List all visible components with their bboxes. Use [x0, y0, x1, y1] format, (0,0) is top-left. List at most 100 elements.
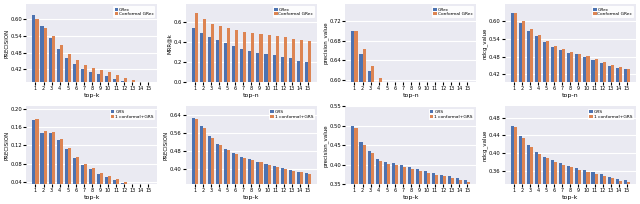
Bar: [627, 69, 630, 200]
Bar: [519, 23, 522, 200]
Bar: [52, 35, 54, 186]
Y-axis label: PRECISION: PRECISION: [4, 28, 9, 58]
Bar: [273, 166, 276, 204]
Bar: [464, 127, 467, 204]
Legend: GRS, 1 conformal+GRS: GRS, 1 conformal+GRS: [429, 109, 474, 120]
Bar: [584, 170, 586, 204]
Bar: [519, 136, 522, 204]
Bar: [236, 30, 238, 82]
Bar: [108, 176, 111, 200]
Bar: [76, 60, 79, 186]
Bar: [92, 68, 95, 186]
Bar: [208, 37, 211, 82]
Bar: [292, 171, 295, 204]
Bar: [467, 123, 470, 204]
Bar: [627, 182, 630, 204]
Bar: [611, 65, 614, 200]
Bar: [292, 39, 295, 82]
Bar: [395, 165, 398, 204]
Bar: [424, 171, 427, 204]
Legend: GRS, 1 conformal+GRS: GRS, 1 conformal+GRS: [109, 109, 155, 120]
Bar: [451, 178, 454, 204]
Bar: [424, 115, 427, 204]
Bar: [392, 100, 395, 204]
Bar: [456, 125, 460, 204]
Bar: [129, 185, 132, 200]
Bar: [551, 47, 554, 200]
Bar: [379, 161, 381, 204]
Bar: [586, 56, 589, 200]
Bar: [419, 171, 422, 204]
Bar: [408, 110, 411, 204]
Bar: [113, 180, 116, 200]
Bar: [264, 53, 268, 82]
Bar: [219, 145, 222, 204]
Bar: [124, 182, 127, 200]
X-axis label: top-k: top-k: [243, 195, 260, 200]
Bar: [192, 28, 195, 82]
Bar: [443, 176, 446, 204]
Bar: [268, 35, 271, 82]
X-axis label: top-n: top-n: [562, 93, 579, 98]
Bar: [280, 57, 284, 82]
Bar: [371, 153, 374, 204]
Bar: [392, 163, 395, 204]
Bar: [607, 177, 611, 204]
Bar: [132, 184, 135, 200]
Bar: [121, 81, 124, 186]
Bar: [559, 50, 563, 200]
X-axis label: top-k: top-k: [562, 195, 579, 200]
Bar: [362, 145, 365, 204]
Bar: [35, 119, 38, 200]
Y-axis label: precision_value: precision_value: [323, 22, 328, 64]
Bar: [276, 36, 278, 82]
Bar: [44, 131, 47, 200]
Bar: [376, 159, 379, 204]
Bar: [252, 33, 255, 82]
Bar: [203, 19, 206, 82]
Bar: [543, 157, 546, 204]
Bar: [113, 79, 116, 186]
Bar: [400, 165, 403, 204]
Bar: [579, 53, 582, 200]
Bar: [616, 68, 619, 200]
Bar: [551, 160, 554, 204]
Bar: [522, 138, 525, 204]
Bar: [570, 52, 573, 200]
X-axis label: top-n: top-n: [403, 93, 419, 98]
Bar: [121, 183, 124, 200]
Bar: [300, 40, 303, 82]
Bar: [527, 31, 530, 200]
Bar: [464, 180, 467, 204]
X-axis label: top-k: top-k: [84, 195, 100, 200]
Bar: [60, 45, 63, 186]
Bar: [435, 175, 438, 204]
Bar: [460, 180, 462, 204]
Bar: [68, 54, 71, 186]
Bar: [81, 69, 84, 186]
Legend: GRec, Conformal GRec: GRec, Conformal GRec: [432, 6, 474, 18]
Bar: [624, 180, 627, 204]
Bar: [584, 58, 586, 200]
Bar: [40, 26, 44, 186]
Bar: [538, 154, 541, 204]
Bar: [211, 24, 214, 82]
Bar: [40, 133, 44, 200]
Bar: [432, 118, 435, 204]
Bar: [49, 133, 52, 200]
Bar: [232, 153, 236, 204]
Bar: [240, 49, 243, 82]
Bar: [56, 49, 60, 186]
Bar: [116, 179, 119, 200]
Bar: [100, 70, 103, 186]
Y-axis label: MRR@k: MRR@k: [167, 33, 172, 53]
Bar: [257, 162, 259, 204]
Y-axis label: PRECISION: PRECISION: [4, 131, 9, 160]
Bar: [73, 64, 76, 186]
Bar: [419, 108, 422, 204]
Bar: [84, 65, 87, 186]
X-axis label: top-k: top-k: [84, 93, 100, 98]
Y-axis label: precision_value: precision_value: [323, 124, 328, 167]
Bar: [591, 172, 595, 204]
Bar: [440, 175, 443, 204]
